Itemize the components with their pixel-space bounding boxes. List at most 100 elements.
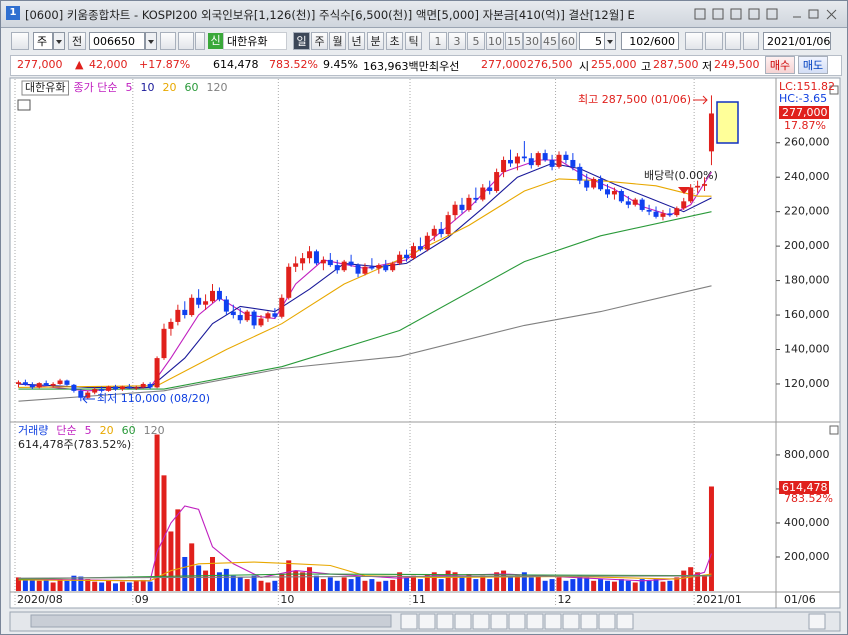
tool-button[interactable] (685, 32, 703, 50)
high-label: 고 (641, 60, 652, 73)
y-tick-label: 140,000 (784, 342, 830, 355)
scroll-control[interactable] (580, 613, 598, 630)
interval-button[interactable]: 5 (467, 32, 485, 50)
candle-body (154, 358, 160, 388)
change-rate: +17.87% (139, 58, 191, 71)
candle-body (681, 201, 687, 209)
interval-button[interactable]: 45 (541, 32, 559, 50)
search-button[interactable] (160, 32, 176, 50)
scroll-control[interactable] (490, 613, 508, 630)
sound-button[interactable] (178, 32, 194, 50)
candle-body (112, 386, 118, 390)
candle-body (133, 387, 139, 389)
x-tick-label: 2021/01 (696, 593, 742, 606)
candle-body (334, 265, 340, 271)
volume-bar (397, 572, 403, 591)
ask: 277,000 (481, 58, 527, 71)
volume-bar (244, 579, 250, 591)
candle-body (591, 178, 597, 188)
market-select[interactable]: 주 (33, 32, 53, 50)
volume-bar (507, 577, 513, 591)
arrow-button[interactable] (195, 32, 205, 50)
prev-button[interactable]: 전 (68, 32, 86, 50)
candle-body (119, 386, 125, 390)
interval-button[interactable]: 10 (486, 32, 504, 50)
legend-entry: 5 (125, 81, 132, 94)
scroll-thumb (30, 614, 392, 628)
period-button[interactable]: 주 (311, 32, 328, 50)
scroll-control[interactable] (436, 613, 454, 630)
high: 287,500 (653, 58, 699, 71)
volume-bar (466, 573, 472, 591)
scroll-control[interactable] (454, 613, 472, 630)
title-buttons[interactable] (693, 7, 843, 21)
volume-summary: 614,478주(783.52%) (18, 438, 131, 451)
dropdown[interactable] (53, 32, 65, 50)
period-button[interactable]: 일 (293, 32, 310, 50)
settings-button[interactable] (743, 32, 759, 50)
candle-body (265, 313, 271, 319)
sell-button[interactable]: 매도 (798, 56, 828, 74)
candle-body (320, 259, 326, 264)
candle-body (140, 383, 146, 388)
scroll-control[interactable] (616, 613, 634, 630)
candle-body (632, 199, 638, 205)
scroll-control[interactable] (418, 613, 436, 630)
candle-body (431, 228, 437, 236)
buy-button[interactable]: 매수 (765, 56, 795, 74)
volume-bar (598, 579, 604, 591)
volume-bar (15, 577, 21, 591)
interval-button[interactable]: 60 (559, 32, 577, 50)
candle-body (147, 383, 153, 388)
scroll-control[interactable] (526, 613, 544, 630)
last-volume-box (779, 481, 829, 494)
tool-button[interactable] (705, 32, 723, 50)
volume-bar (632, 582, 638, 591)
scroll-control[interactable] (472, 613, 490, 630)
date-input[interactable]: 2021/01/06 (763, 32, 831, 50)
volume-bar (362, 580, 368, 591)
interval-button[interactable]: 1 (429, 32, 447, 50)
period-button[interactable]: 분 (367, 32, 384, 50)
period-button[interactable]: 틱 (405, 32, 422, 50)
volume-bar (417, 579, 423, 591)
candle-body (708, 113, 714, 152)
scroll-control[interactable] (400, 613, 418, 630)
y-tick-label: 180,000 (784, 274, 830, 287)
tool-button[interactable] (725, 32, 741, 50)
volume-bar (549, 579, 555, 591)
period-button[interactable]: 초 (386, 32, 403, 50)
interval-button[interactable]: 3 (448, 32, 466, 50)
scroll-control[interactable] (544, 613, 562, 630)
candle-body (480, 187, 486, 200)
candle-body (695, 185, 701, 188)
candle-body (584, 180, 590, 188)
bid: 276,500 (527, 58, 573, 71)
volume-bar (265, 582, 271, 591)
code-input[interactable]: 006650 (89, 32, 145, 50)
layout-button[interactable] (11, 32, 29, 50)
interval-button[interactable]: 15 (505, 32, 523, 50)
volume-bar (383, 580, 389, 591)
moving-average (18, 178, 712, 388)
dropdown[interactable] (145, 32, 157, 50)
candle-body (667, 213, 673, 216)
interval-button[interactable]: 30 (523, 32, 541, 50)
y-tick-label: 240,000 (784, 170, 830, 183)
scroll-control[interactable] (508, 613, 526, 630)
candle-body (639, 199, 645, 210)
stock-name: 대한유화 (223, 32, 287, 50)
period-button[interactable]: 월 (329, 32, 346, 50)
scroll-control[interactable] (562, 613, 580, 630)
legend-title: 종가 단순 (73, 81, 117, 94)
dropdown[interactable] (604, 32, 616, 50)
candle-body (279, 297, 285, 317)
scroll-control[interactable] (598, 613, 616, 630)
candle-body (168, 321, 174, 329)
period-button[interactable]: 년 (348, 32, 365, 50)
volume-bar (487, 579, 493, 591)
y-tick-label: 220,000 (784, 205, 830, 218)
candle-body (126, 386, 132, 389)
candle-body (272, 313, 278, 317)
volume-bar (119, 581, 125, 591)
